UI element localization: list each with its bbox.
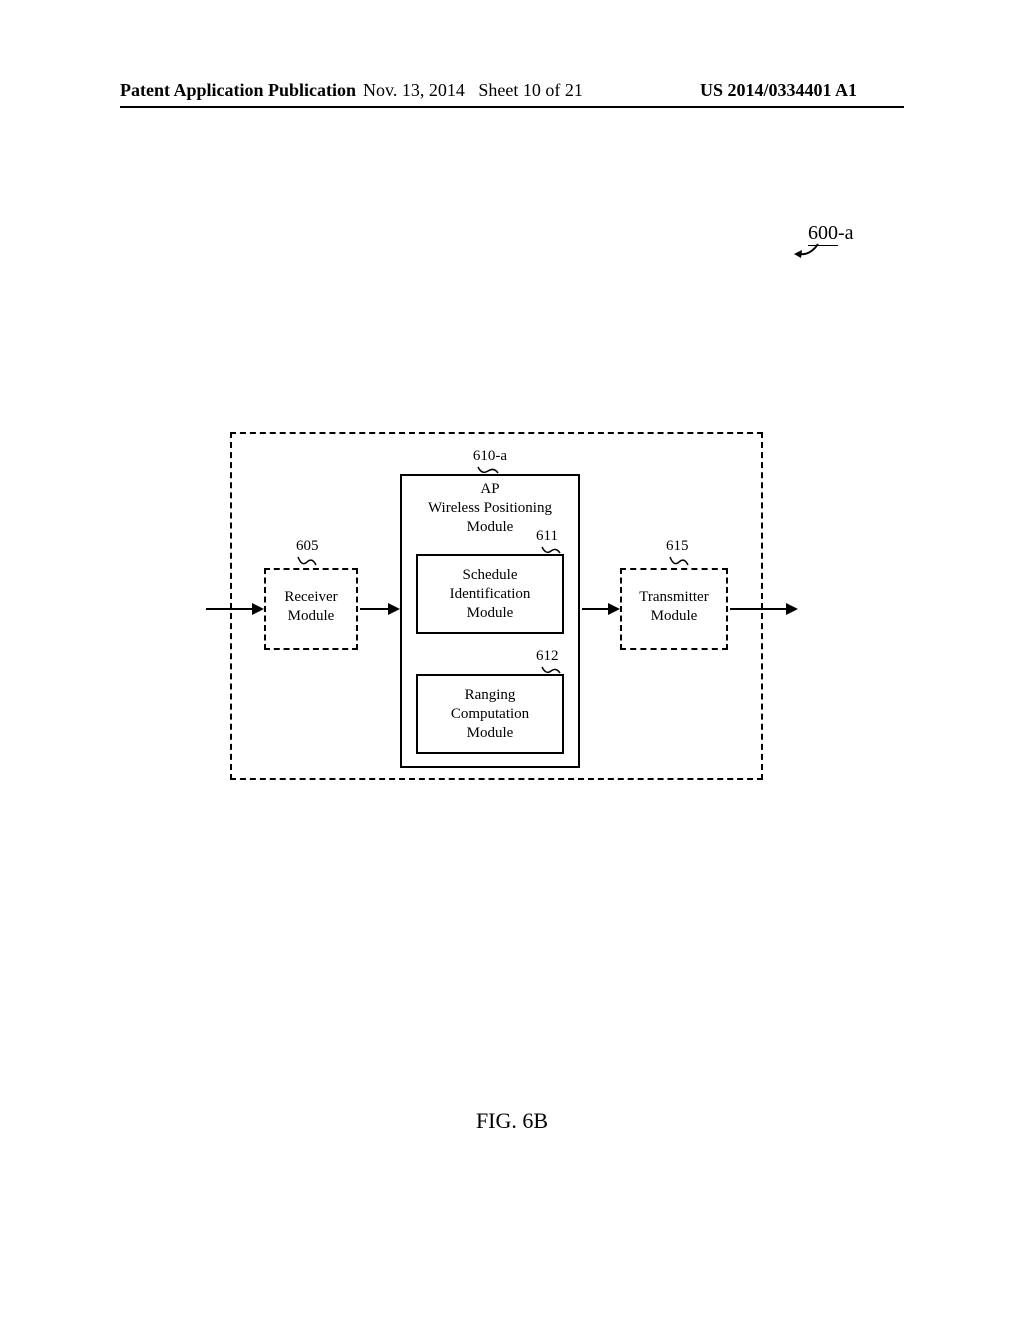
bracket-605-icon [296, 555, 318, 567]
label-615: 615 [666, 538, 689, 555]
page: Patent Application Publication Nov. 13, … [0, 0, 1024, 1320]
header-date: Nov. 13, 2014 [363, 80, 465, 100]
bracket-615-icon [668, 555, 690, 567]
arrow-transmitter-out [730, 608, 796, 610]
schedule-identification-module-box: Schedule Identification Module [416, 554, 564, 634]
ranging-computation-module-box: Ranging Computation Module [416, 674, 564, 754]
sched-line2: Identification [450, 586, 531, 602]
range-line2: Computation [451, 706, 529, 722]
sched-line3: Module [467, 605, 514, 621]
ap-line1: AP [480, 481, 499, 497]
ap-line3: Module [467, 519, 514, 535]
label-611: 611 [536, 528, 558, 545]
ap-line2: Wireless Positioning [428, 500, 552, 516]
rx-line1: Receiver [284, 589, 337, 605]
arrow-receiver-to-ap [360, 608, 398, 610]
label-605: 605 [296, 538, 319, 555]
bracket-611-icon [540, 545, 562, 555]
header-middle: Nov. 13, 2014 Sheet 10 of 21 [363, 80, 583, 101]
figure-ref-suffix: -a [838, 222, 854, 244]
label-612: 612 [536, 648, 559, 665]
arrow-in-to-receiver [206, 608, 262, 610]
bracket-610-icon [476, 465, 500, 475]
tx-line2: Module [651, 608, 698, 624]
header-left: Patent Application Publication [120, 80, 356, 101]
transmitter-module-box: Transmitter Module [620, 568, 728, 650]
range-line3: Module [467, 725, 514, 741]
sched-line1: Schedule [463, 567, 518, 583]
label-610a: 610-a [468, 448, 512, 465]
figure-ref-arrow-icon [792, 242, 820, 260]
header-sheet: Sheet 10 of 21 [478, 80, 582, 100]
tx-line1: Transmitter [639, 589, 708, 605]
header-rule [120, 106, 904, 108]
receiver-module-box: Receiver Module [264, 568, 358, 650]
bracket-612-icon [540, 665, 562, 675]
rx-line2: Module [288, 608, 335, 624]
arrow-ap-to-transmitter [582, 608, 618, 610]
figure-caption: FIG. 6B [0, 1108, 1024, 1134]
range-line1: Ranging [465, 687, 516, 703]
header-pubno: US 2014/0334401 A1 [700, 80, 857, 101]
